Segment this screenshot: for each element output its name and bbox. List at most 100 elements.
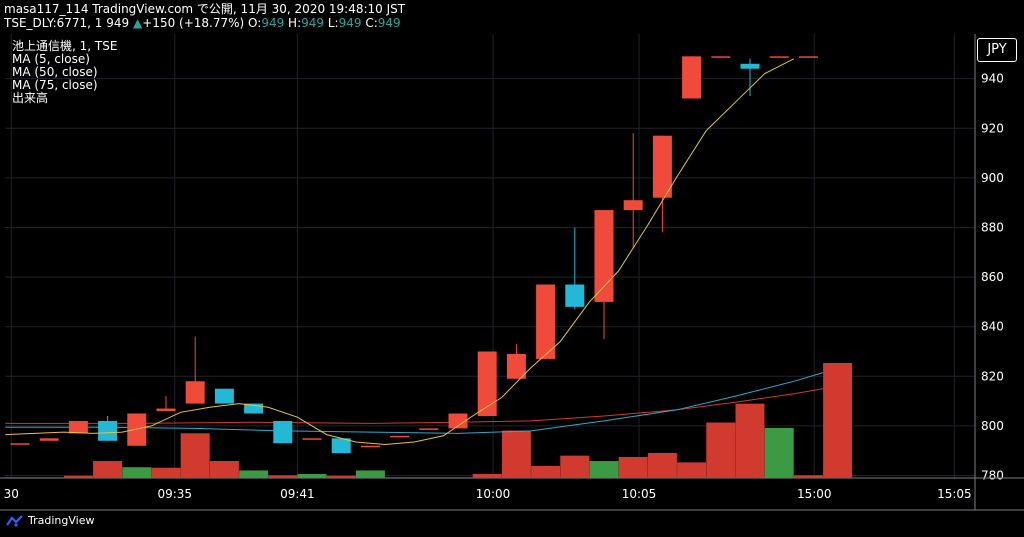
candle-body xyxy=(360,445,380,448)
legend-ma75[interactable]: MA (75, close) xyxy=(12,78,98,92)
volume-bar xyxy=(34,477,64,478)
candle-body xyxy=(156,408,176,412)
volume-bar xyxy=(443,477,473,478)
candle xyxy=(594,210,614,340)
open-value: 949 xyxy=(261,16,285,30)
candle-body xyxy=(565,284,585,307)
candle-body xyxy=(390,435,410,438)
volume-bar xyxy=(268,475,298,478)
candle-body xyxy=(244,403,264,414)
candle xyxy=(68,420,88,434)
candle xyxy=(536,284,556,359)
price-tick-label: 800 xyxy=(981,419,1004,433)
candle xyxy=(506,344,526,379)
candle-body xyxy=(623,200,643,211)
time-tick-label: 10:00 xyxy=(476,487,511,501)
change-value: +150 (+18.77%) xyxy=(142,16,245,30)
candle xyxy=(302,438,322,440)
chart-header: masa117_114 TradingView.com で公開, 11月 30,… xyxy=(4,2,405,30)
volume-bar xyxy=(239,470,269,478)
candle xyxy=(273,420,293,444)
close-label: C: xyxy=(365,16,378,30)
time-tick-label: 15:05 xyxy=(937,487,972,501)
publish-info: masa117_114 TradingView.com で公開, 11月 30,… xyxy=(4,2,406,16)
time-tick-label: 09:41 xyxy=(280,487,315,501)
tradingview-logo[interactable]: TradingView xyxy=(6,514,94,527)
candle-body xyxy=(127,413,147,446)
candle-body xyxy=(594,210,614,302)
candle-body xyxy=(68,420,88,434)
candle xyxy=(10,443,30,445)
candle xyxy=(331,438,351,454)
price-tick-label: 860 xyxy=(981,270,1004,284)
volume-bar xyxy=(560,455,590,478)
candle xyxy=(419,428,439,430)
volume-bar xyxy=(472,473,502,478)
volume-bar xyxy=(531,465,561,478)
close-value: 949 xyxy=(377,16,401,30)
legend-ma50[interactable]: MA (50, close) xyxy=(12,65,98,79)
high-value: 949 xyxy=(301,16,325,30)
volume-bar xyxy=(297,473,327,478)
candle xyxy=(360,445,380,448)
candle xyxy=(623,133,643,248)
time-tick-label: 09:35 xyxy=(157,487,192,501)
candle-body xyxy=(331,438,351,454)
volume-bar xyxy=(618,456,648,478)
price-tick-label: 820 xyxy=(981,369,1004,383)
candle-body xyxy=(652,135,672,198)
volume-bar xyxy=(501,430,531,478)
time-tick-label: 10:05 xyxy=(622,487,657,501)
volume-bar xyxy=(793,475,823,478)
price-tick-label: 900 xyxy=(981,171,1004,185)
candle-body xyxy=(682,56,702,99)
candle xyxy=(769,56,789,58)
legend-symbol[interactable]: 池上通信機, 1, TSE xyxy=(12,39,118,53)
ma75-line xyxy=(5,388,824,424)
volume-bar xyxy=(209,461,239,478)
candle xyxy=(711,56,731,58)
candle-body xyxy=(711,56,731,58)
ma5-line xyxy=(5,58,795,446)
candle-body xyxy=(769,56,789,58)
candle xyxy=(98,415,118,441)
volume-bar xyxy=(589,461,619,478)
volume-bar xyxy=(735,403,765,478)
candle xyxy=(127,413,147,446)
candle xyxy=(390,435,410,438)
price-tick-label: 920 xyxy=(981,121,1004,135)
candle-body xyxy=(302,438,322,440)
currency-button[interactable]: JPY xyxy=(977,38,1017,62)
brand-name: TradingView xyxy=(28,514,95,527)
legend-volume[interactable]: 出来高 xyxy=(12,91,49,105)
legend-ma5[interactable]: MA (5, close) xyxy=(12,52,90,66)
time-tick-label: 15:00 xyxy=(797,487,832,501)
volume-bar xyxy=(706,422,736,478)
volume-bar xyxy=(326,475,356,478)
price-tick-label: 940 xyxy=(981,72,1004,86)
candle-body xyxy=(39,438,59,441)
candle-body xyxy=(214,388,234,404)
low-value: 949 xyxy=(338,16,362,30)
candle-body xyxy=(477,351,497,416)
candle-body xyxy=(506,353,526,379)
candle xyxy=(682,56,702,99)
candle-body xyxy=(448,413,468,429)
ma50-line xyxy=(5,372,824,434)
volume-bar xyxy=(823,363,853,478)
open-label: O: xyxy=(248,16,262,30)
volume-bar xyxy=(414,477,444,478)
candle xyxy=(652,135,672,233)
volume-bar xyxy=(122,467,152,478)
volume-bar xyxy=(180,433,210,478)
low-label: L: xyxy=(327,16,339,30)
candle-body xyxy=(798,56,818,58)
candle-body xyxy=(185,381,205,404)
candle xyxy=(185,336,205,404)
candle xyxy=(477,351,497,416)
candle-body xyxy=(10,443,30,445)
price-tick-label: 780 xyxy=(981,469,1004,483)
high-label: H: xyxy=(288,16,302,30)
candle-body xyxy=(740,63,760,69)
